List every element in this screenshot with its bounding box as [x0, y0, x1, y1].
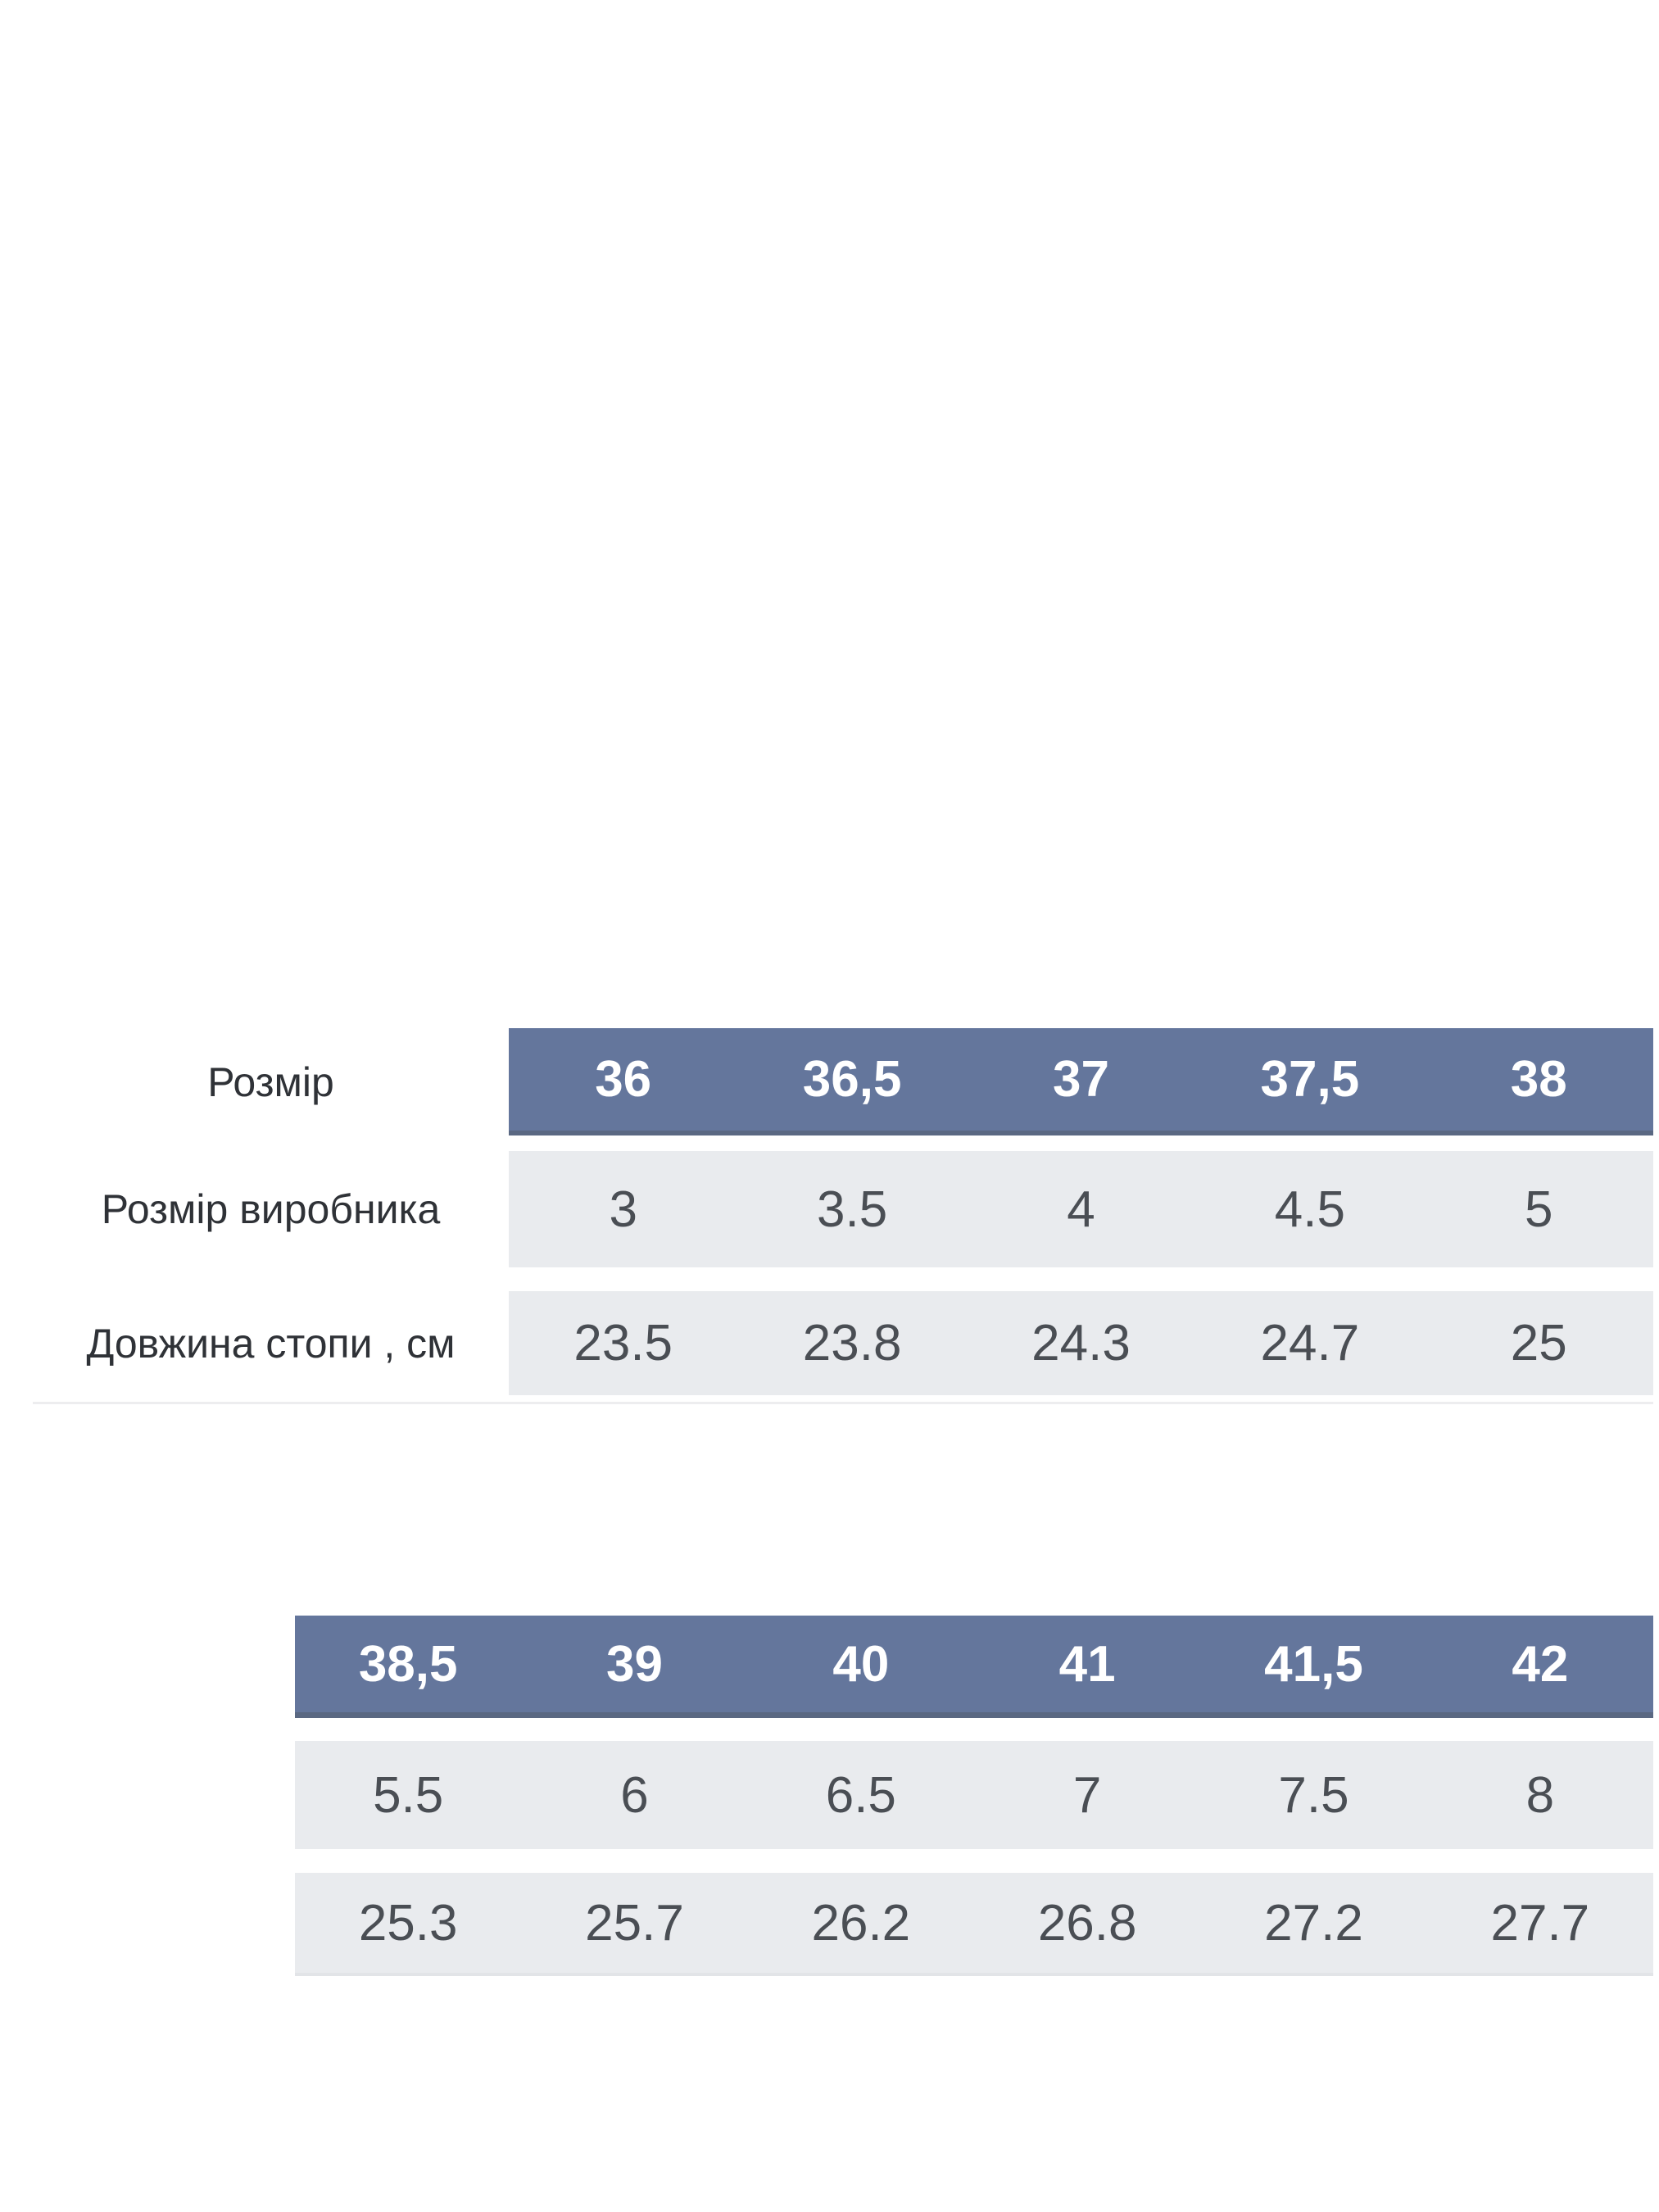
size-header-row: Розмір 36 36,5 37 37,5 38 [33, 1028, 1653, 1135]
size-header-cell: 38,5 [295, 1616, 522, 1718]
size-header-cell: 37 [966, 1028, 1196, 1135]
foot-length-cell: 26.8 [974, 1873, 1201, 1976]
size-header-cell: 36 [509, 1028, 738, 1135]
foot-length-cell: 24.3 [966, 1291, 1196, 1395]
foot-length-row: 25.3 25.7 26.2 26.8 27.2 27.7 [295, 1873, 1653, 1976]
producer-size-cell: 3 [509, 1151, 738, 1267]
size-header-row: 38,5 39 40 41 41,5 42 [295, 1616, 1653, 1718]
foot-length-cell: 27.7 [1426, 1873, 1653, 1976]
producer-size-cell: 5.5 [295, 1741, 522, 1849]
size-header-cell: 41,5 [1200, 1616, 1427, 1718]
size-header-cell: 36,5 [737, 1028, 967, 1135]
producer-size-cell: 4.5 [1195, 1151, 1425, 1267]
foot-length-cell: 25.3 [295, 1873, 522, 1976]
foot-length-cell: 24.7 [1195, 1291, 1425, 1395]
foot-length-cell: 23.8 [737, 1291, 967, 1395]
row-label-size: Розмір [207, 1058, 334, 1105]
producer-size-cell: 7.5 [1200, 1741, 1427, 1849]
producer-size-cell: 5 [1424, 1151, 1653, 1267]
size-header-cell: 41 [974, 1616, 1201, 1718]
foot-length-cell: 27.2 [1200, 1873, 1427, 1976]
size-header-cell: 37,5 [1195, 1028, 1425, 1135]
size-table-part-1: Розмір 36 36,5 37 37,5 38 Розмір виробни… [33, 1028, 1653, 1404]
row-label-producer-size: Розмір виробника [101, 1186, 441, 1232]
size-header-cell: 42 [1426, 1616, 1653, 1718]
size-header-cell: 40 [747, 1616, 974, 1718]
producer-size-cell: 7 [974, 1741, 1201, 1849]
foot-length-cell: 23.5 [509, 1291, 738, 1395]
row-label-foot-length: Довжина стопи , см [86, 1320, 456, 1367]
producer-size-row: Розмір виробника 3 3.5 4 4.5 5 [33, 1151, 1653, 1267]
foot-length-cell: 25 [1424, 1291, 1653, 1395]
size-header-cell: 39 [521, 1616, 748, 1718]
foot-length-cell: 25.7 [521, 1873, 748, 1976]
foot-length-cell: 26.2 [747, 1873, 974, 1976]
producer-size-cell: 8 [1426, 1741, 1653, 1849]
producer-size-cell: 4 [966, 1151, 1196, 1267]
table-bottom-divider [33, 1402, 1653, 1404]
size-header-cell: 38 [1424, 1028, 1653, 1135]
producer-size-row: 5.5 6 6.5 7 7.5 8 [295, 1741, 1653, 1849]
producer-size-cell: 6.5 [747, 1741, 974, 1849]
foot-length-row: Довжина стопи , см 23.5 23.8 24.3 24.7 2… [33, 1291, 1653, 1395]
size-table-part-2: 38,5 39 40 41 41,5 42 5.5 6 6.5 7 7.5 8 … [295, 1616, 1653, 1976]
producer-size-cell: 6 [521, 1741, 748, 1849]
producer-size-cell: 3.5 [737, 1151, 967, 1267]
